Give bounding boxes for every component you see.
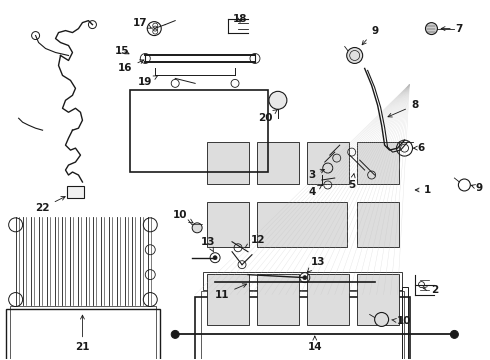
Text: 17: 17 xyxy=(133,18,151,28)
Bar xyxy=(67,186,84,198)
Text: 20: 20 xyxy=(258,110,277,123)
Bar xyxy=(307,274,349,325)
Bar xyxy=(257,142,299,184)
Bar xyxy=(201,291,404,360)
Circle shape xyxy=(450,330,458,338)
Text: 10: 10 xyxy=(173,210,193,223)
Text: 9: 9 xyxy=(471,183,483,193)
Text: 1: 1 xyxy=(415,185,431,195)
Text: 3: 3 xyxy=(308,169,324,180)
Text: 12: 12 xyxy=(245,235,265,248)
Text: 8: 8 xyxy=(388,100,418,117)
Text: 5: 5 xyxy=(348,174,355,190)
Bar xyxy=(195,297,410,360)
Text: 15: 15 xyxy=(115,45,129,55)
Text: 10: 10 xyxy=(392,316,412,327)
Text: 13: 13 xyxy=(307,257,325,272)
Bar xyxy=(401,287,408,360)
Bar xyxy=(307,142,349,184)
Bar xyxy=(357,202,398,247)
Circle shape xyxy=(425,23,438,35)
Bar xyxy=(207,142,249,184)
Circle shape xyxy=(213,256,217,260)
Bar xyxy=(130,90,268,172)
Text: 13: 13 xyxy=(201,237,215,252)
Text: 16: 16 xyxy=(118,60,144,73)
Text: 21: 21 xyxy=(75,315,90,352)
Bar xyxy=(257,274,299,325)
Bar xyxy=(207,274,249,325)
Text: 18: 18 xyxy=(233,14,247,24)
Circle shape xyxy=(192,223,202,233)
Bar xyxy=(207,202,249,247)
Circle shape xyxy=(303,276,307,280)
Text: 22: 22 xyxy=(35,197,65,213)
Text: 4: 4 xyxy=(308,185,322,197)
Bar xyxy=(257,202,347,247)
Text: 2: 2 xyxy=(423,284,438,294)
Circle shape xyxy=(347,48,363,63)
Bar xyxy=(6,310,160,360)
Text: 6: 6 xyxy=(414,143,425,153)
Circle shape xyxy=(375,312,389,327)
Text: 19: 19 xyxy=(138,76,158,87)
Bar xyxy=(357,142,398,184)
Text: 7: 7 xyxy=(441,24,463,33)
Bar xyxy=(10,306,156,360)
Circle shape xyxy=(269,91,287,109)
Text: 14: 14 xyxy=(308,336,322,352)
Text: 9: 9 xyxy=(362,26,378,45)
Bar xyxy=(357,274,398,325)
Text: 11: 11 xyxy=(215,284,246,300)
Bar xyxy=(203,272,401,289)
Circle shape xyxy=(171,330,179,338)
